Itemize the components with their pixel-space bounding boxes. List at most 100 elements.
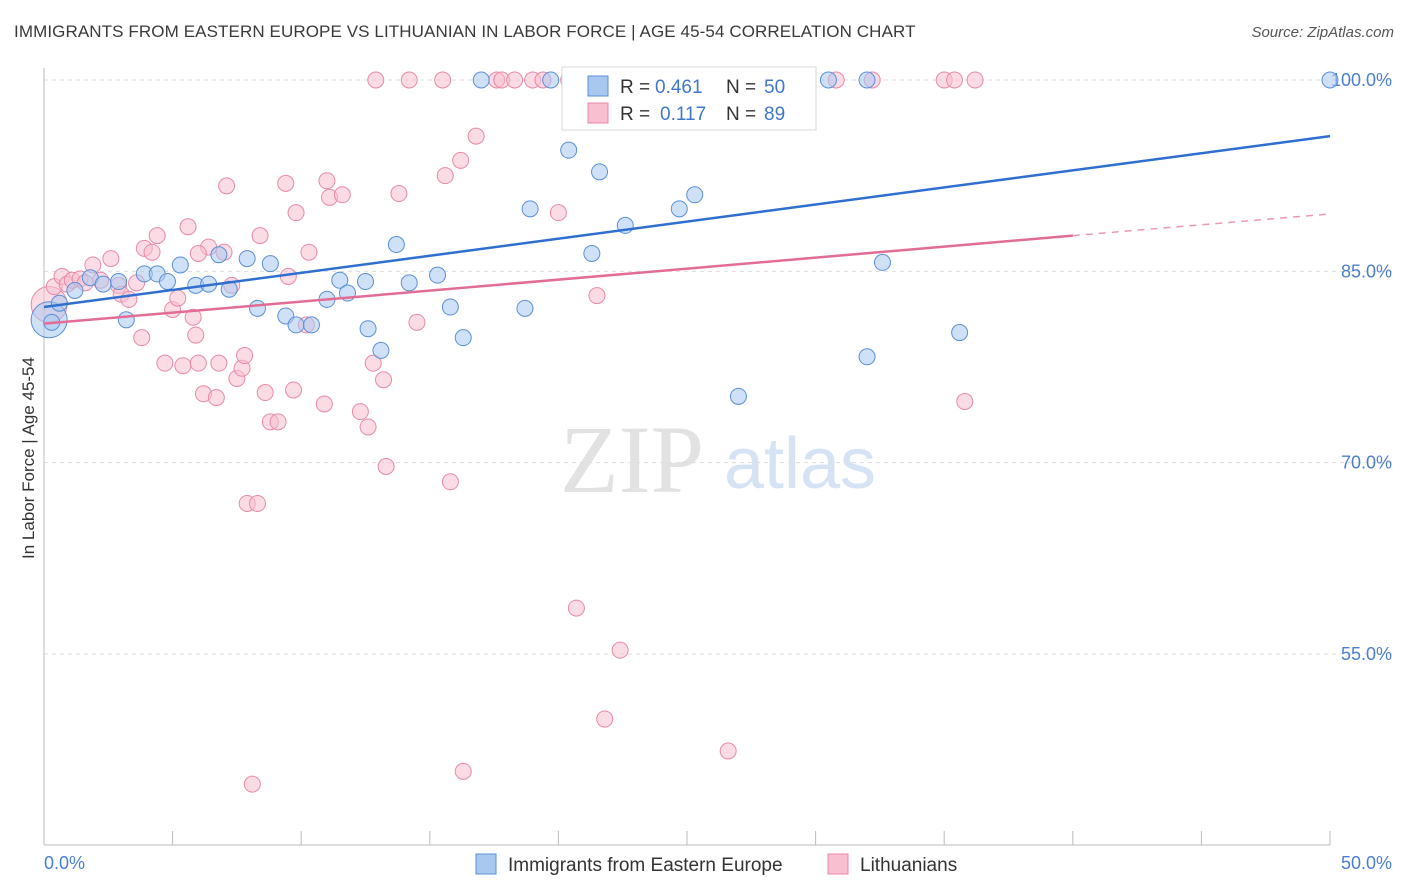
- lithuanians-trend-line: [43, 234, 1073, 325]
- eastern-europe-point: [210, 246, 228, 264]
- lithuanians-point: [719, 742, 737, 760]
- eastern-europe-point: [858, 348, 876, 366]
- lithuanians-point: [588, 287, 606, 305]
- eastern-europe-point: [372, 341, 390, 359]
- lithuanians-point: [441, 473, 459, 491]
- lithuanians-point: [467, 127, 485, 145]
- lithuanians-point: [364, 354, 382, 372]
- lithuanians-point: [945, 71, 963, 89]
- eastern-europe-point: [951, 324, 969, 342]
- eastern-europe-point: [110, 273, 128, 291]
- eastern-europe-point: [670, 200, 688, 218]
- bottom-legend-swatch-pink: [827, 853, 849, 875]
- eastern-europe-point: [287, 316, 305, 334]
- lithuanians-point: [408, 313, 426, 331]
- lithuanians-point: [359, 418, 377, 436]
- lithuanians-point: [318, 172, 336, 190]
- x-tick-label-right: 50.0%: [1341, 853, 1392, 873]
- eastern-europe-point: [858, 71, 876, 89]
- eastern-europe-point: [359, 320, 377, 338]
- lithuanians-point: [377, 457, 395, 475]
- eastern-europe-point: [516, 299, 534, 317]
- lithuanians-point: [300, 243, 318, 261]
- stats-legend: R = 0.461 N = 50 R = 0.117 N = 89: [561, 66, 817, 131]
- lithuanians-point: [256, 384, 274, 402]
- lithuanians-point: [210, 354, 228, 372]
- lithuanians-point: [277, 174, 295, 192]
- eastern-europe-point: [357, 273, 374, 291]
- y-tick-label: 55.0%: [1341, 644, 1392, 664]
- lithuanians-point: [189, 354, 207, 372]
- lithuanians-point: [287, 204, 305, 222]
- lithuanians-point: [454, 762, 472, 780]
- legend-n-label-blue: N =: [726, 77, 756, 98]
- y-axis-label: In Labor Force | Age 45-54: [19, 357, 38, 559]
- lithuanians-point: [434, 71, 452, 89]
- eastern-europe-point: [171, 256, 189, 274]
- eastern-europe-point: [302, 316, 320, 334]
- y-tick-label: 100.0%: [1331, 70, 1392, 90]
- lithuanians-point: [611, 641, 629, 659]
- eastern-europe-point: [560, 141, 578, 159]
- eastern-europe-point: [400, 274, 418, 292]
- eastern-europe-trend-line: [43, 134, 1331, 309]
- y-tick-label: 70.0%: [1341, 453, 1392, 473]
- legend-r-value-blue: 0.461: [655, 77, 703, 98]
- source-credit: Source: ZipAtlas.com: [1251, 24, 1394, 41]
- lithuanians-point: [596, 710, 614, 728]
- lithuanians-points: [30, 71, 984, 793]
- eastern-europe-point: [158, 273, 176, 291]
- eastern-europe-point: [1321, 71, 1339, 89]
- eastern-europe-point: [331, 271, 349, 289]
- lithuanians-point: [966, 71, 984, 89]
- y-tick-label: 85.0%: [1341, 261, 1392, 281]
- eastern-europe-point: [819, 71, 837, 89]
- eastern-europe-point: [583, 244, 601, 262]
- eastern-europe-point: [387, 236, 405, 254]
- eastern-europe-point: [238, 250, 256, 268]
- lithuanians-point: [284, 381, 302, 399]
- legend-n-label-pink: N =: [726, 104, 756, 125]
- lithuanians-point: [243, 775, 261, 793]
- lithuanians-point: [375, 371, 393, 389]
- series-legend: Immigrants from Eastern Europe Lithuania…: [475, 853, 957, 876]
- lithuanians-point: [179, 218, 197, 236]
- lithuanians-point: [189, 244, 207, 262]
- eastern-europe-point: [521, 200, 539, 218]
- lithuanians-point: [148, 227, 166, 245]
- eastern-europe-point: [454, 329, 472, 347]
- bottom-legend-label-blue: Immigrants from Eastern Europe: [508, 855, 783, 876]
- legend-r-label-pink: R =: [620, 104, 650, 125]
- eastern-europe-point: [542, 71, 560, 89]
- legend-n-value-pink: 89: [764, 104, 785, 125]
- lithuanians-point: [956, 392, 974, 410]
- lithuanians-point: [452, 151, 470, 169]
- lithuanians-point: [436, 167, 454, 185]
- eastern-europe-point: [472, 71, 490, 89]
- lithuanians-point: [567, 599, 585, 617]
- lithuanians-point: [248, 494, 266, 512]
- bottom-legend-label-pink: Lithuanians: [860, 855, 957, 876]
- lithuanians-point: [251, 227, 269, 245]
- lithuanians-point: [269, 413, 287, 431]
- lithuanians-point: [351, 403, 369, 421]
- eastern-europe-point: [686, 186, 704, 204]
- eastern-europe-point: [248, 299, 266, 317]
- legend-swatch-pink: [587, 102, 609, 124]
- eastern-europe-point: [441, 298, 459, 316]
- eastern-europe-point: [261, 255, 279, 273]
- chart-title: IMMIGRANTS FROM EASTERN EUROPE VS LITHUA…: [14, 22, 916, 41]
- lithuanians-point: [390, 185, 408, 203]
- lithuanians-point: [174, 357, 192, 375]
- lithuanians-point: [400, 71, 418, 89]
- eastern-europe-point: [729, 387, 747, 405]
- lithuanians-point: [184, 308, 202, 326]
- lithuanians-point: [218, 177, 236, 195]
- eastern-europe-point: [429, 266, 447, 284]
- bottom-legend-swatch-blue: [475, 853, 497, 875]
- legend-r-value-pink: 0.117: [660, 104, 706, 125]
- lithuanians-point: [506, 71, 524, 89]
- lithuanians-point: [207, 389, 225, 407]
- eastern-europe-point: [94, 275, 112, 293]
